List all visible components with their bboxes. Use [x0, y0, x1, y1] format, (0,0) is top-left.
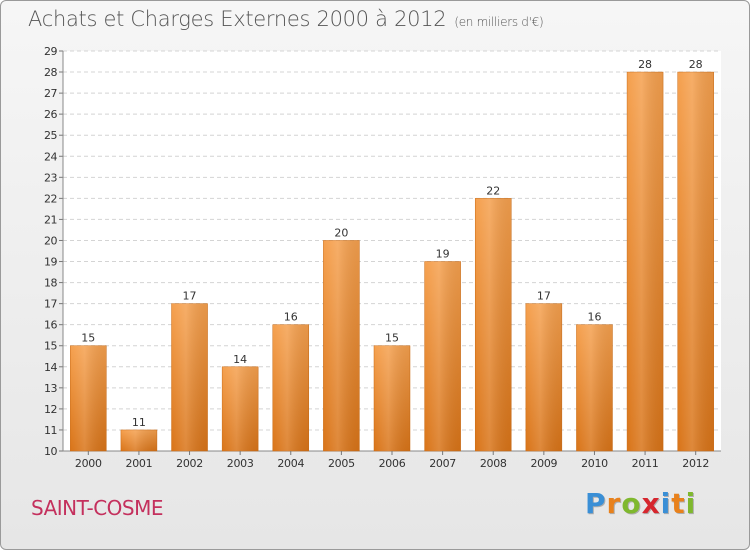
- x-tick-label: 2012: [682, 457, 709, 470]
- x-tick-label: 2007: [429, 457, 456, 470]
- x-tick-label: 2002: [176, 457, 203, 470]
- bar-shine: [323, 240, 360, 451]
- data-label: 16: [284, 311, 298, 324]
- x-tick-label: 2003: [227, 457, 254, 470]
- logo-letter: o: [621, 487, 642, 520]
- bar-shine: [424, 261, 461, 451]
- proxiti-logo: Proxiti: [585, 487, 696, 520]
- y-tick-label: 16: [44, 319, 57, 332]
- x-tick-label: 2011: [632, 457, 659, 470]
- commune-name: SAINT-COSME: [31, 496, 164, 520]
- bar-shine: [627, 72, 664, 451]
- logo-letter: P: [585, 487, 607, 520]
- chart-title-text: Achats et Charges Externes 2000 à 2012: [28, 7, 447, 31]
- bar-shine: [120, 429, 157, 451]
- bar-shine: [475, 198, 512, 451]
- x-tick-label: 2008: [480, 457, 507, 470]
- y-tick-label: 21: [44, 213, 57, 226]
- y-tick-label: 13: [44, 382, 57, 395]
- bar-shine: [222, 366, 259, 451]
- bar-shine: [525, 303, 562, 451]
- y-tick-label: 20: [44, 234, 57, 247]
- bar-shine: [272, 324, 309, 451]
- data-label: 11: [132, 416, 146, 429]
- logo-letter: i: [660, 487, 672, 520]
- x-tick-label: 2005: [328, 457, 355, 470]
- y-tick-label: 27: [44, 87, 57, 100]
- chart-title: Achats et Charges Externes 2000 à 2012 (e…: [28, 7, 544, 31]
- data-label: 19: [436, 248, 450, 261]
- y-tick-label: 24: [44, 150, 57, 163]
- bar-shine: [70, 345, 107, 451]
- x-tick-label: 2001: [126, 457, 153, 470]
- chart-subtitle: (en milliers d'€): [454, 15, 544, 29]
- x-tick-label: 2010: [581, 457, 608, 470]
- data-label: 28: [689, 58, 703, 71]
- data-label: 17: [537, 290, 551, 303]
- data-label: 22: [486, 184, 500, 197]
- bar-shine: [171, 303, 208, 451]
- logo-letter: x: [641, 487, 661, 520]
- data-label: 17: [183, 290, 197, 303]
- bar-shine: [677, 72, 714, 451]
- data-label: 15: [385, 332, 399, 345]
- data-label: 16: [587, 311, 601, 324]
- y-tick-label: 28: [44, 66, 57, 79]
- y-tick-label: 15: [44, 340, 57, 353]
- data-label: 15: [81, 332, 95, 345]
- y-tick-label: 14: [44, 361, 57, 374]
- y-tick-label: 26: [44, 108, 57, 121]
- y-tick-label: 29: [44, 45, 57, 58]
- x-tick-label: 2006: [379, 457, 406, 470]
- x-tick-label: 2000: [75, 457, 102, 470]
- data-label: 28: [638, 58, 652, 71]
- y-tick-label: 11: [44, 424, 57, 437]
- y-tick-label: 17: [44, 298, 57, 311]
- x-tick-label: 2009: [530, 457, 557, 470]
- logo-letter: t: [671, 487, 686, 520]
- y-tick-label: 10: [44, 445, 57, 458]
- y-tick-label: 22: [44, 192, 57, 205]
- logo-letter: i: [685, 487, 697, 520]
- y-tick-label: 25: [44, 129, 57, 142]
- bar-shine: [374, 345, 410, 451]
- y-tick-label: 19: [44, 256, 57, 269]
- y-tick-label: 18: [44, 277, 57, 290]
- bar-shine: [576, 324, 613, 451]
- y-tick-label: 23: [44, 171, 57, 184]
- data-label: 20: [334, 226, 348, 239]
- data-label: 14: [233, 353, 247, 366]
- x-tick-label: 2004: [277, 457, 304, 470]
- y-tick-label: 12: [44, 403, 57, 416]
- logo-letter: r: [606, 487, 622, 520]
